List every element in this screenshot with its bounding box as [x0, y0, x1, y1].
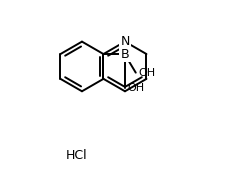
Text: OH: OH — [139, 68, 156, 78]
Text: N: N — [120, 35, 130, 48]
Text: OH: OH — [128, 82, 145, 93]
Text: B: B — [120, 48, 129, 61]
Text: HCl: HCl — [66, 149, 88, 162]
